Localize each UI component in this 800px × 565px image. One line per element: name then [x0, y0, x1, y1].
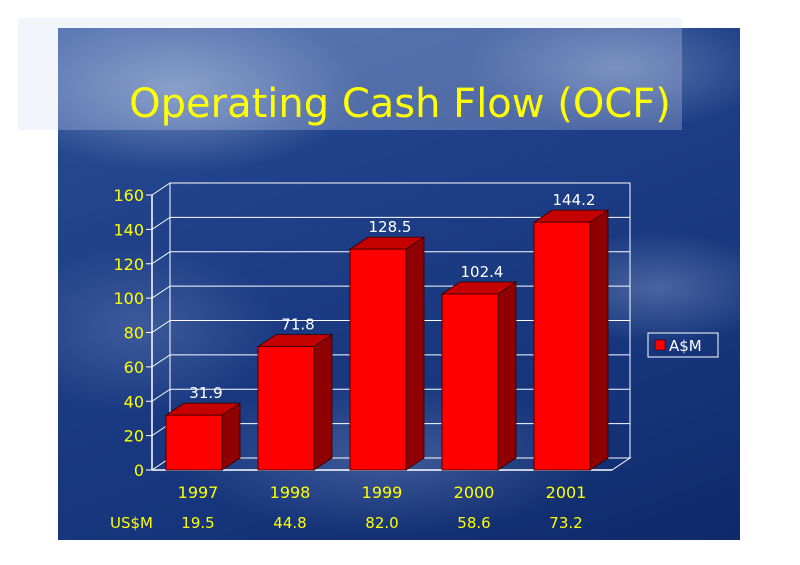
usd-value-1999: 82.0: [365, 514, 398, 532]
gridline-side: [151, 251, 171, 265]
y-tick-label: 80: [124, 324, 144, 343]
data-label-2001: 144.2: [553, 191, 596, 209]
y-tick-label: 160: [113, 186, 144, 205]
data-label-1998: 71.8: [281, 316, 314, 334]
bar-2000: [441, 293, 499, 471]
bar-2001: [533, 221, 591, 471]
x-tick-label-2000: 2000: [454, 483, 495, 502]
usd-value-1997: 19.5: [181, 514, 214, 532]
legend: A$M: [647, 332, 719, 358]
x-tick-labels: 1997 1998 1999 2000 2001: [178, 483, 587, 502]
y-tick-label: 60: [124, 358, 144, 377]
bar-1997: [165, 414, 223, 471]
gridline-side: [151, 388, 171, 402]
data-label-1997: 31.9: [189, 384, 222, 402]
gridline-side: [151, 216, 171, 230]
gridline-side: [151, 354, 171, 368]
x-tick-label-1998: 1998: [270, 483, 311, 502]
data-labels: 31.9 71.8 128.5 102.4 144.2: [189, 191, 595, 402]
chart-title: Operating Cash Flow (OCF): [129, 81, 671, 127]
bar-side: [497, 281, 517, 471]
y-tick-labels: 0 20 40 60 80 100 120 140 160: [113, 186, 144, 480]
y-tick-label: 20: [124, 427, 144, 446]
y-tick-label: 120: [113, 255, 144, 274]
title-band: [18, 18, 682, 130]
y-tick-label: 40: [124, 392, 144, 411]
usd-row-label: US$M: [110, 514, 153, 532]
data-label-2000: 102.4: [461, 263, 504, 281]
bar-side: [313, 333, 333, 471]
bar-1999: [349, 248, 407, 471]
y-tick-label: 140: [113, 220, 144, 239]
gridline-side: [151, 285, 171, 299]
bar-1998: [257, 346, 315, 471]
x-tick-label-1997: 1997: [178, 483, 219, 502]
data-label-1999: 128.5: [369, 218, 412, 236]
legend-box: [647, 332, 719, 358]
bar-side: [405, 236, 425, 471]
gridline-side: [151, 182, 171, 196]
usd-value-2000: 58.6: [457, 514, 490, 532]
bars: [164, 209, 610, 471]
usd-row: 19.5 44.8 82.0 58.6 73.2 US$M: [110, 514, 583, 532]
gridline-side: [151, 320, 171, 333]
bar-side: [589, 209, 609, 471]
y-tick-label: 0: [134, 461, 144, 480]
legend-swatch: [654, 339, 666, 351]
usd-value-1998: 44.8: [273, 514, 306, 532]
usd-value-2001: 73.2: [549, 514, 582, 532]
legend-label: A$M: [669, 337, 702, 355]
x-tick-label-2001: 2001: [546, 483, 587, 502]
x-tick-label-1999: 1999: [362, 483, 403, 502]
y-tick-label: 100: [113, 289, 144, 308]
